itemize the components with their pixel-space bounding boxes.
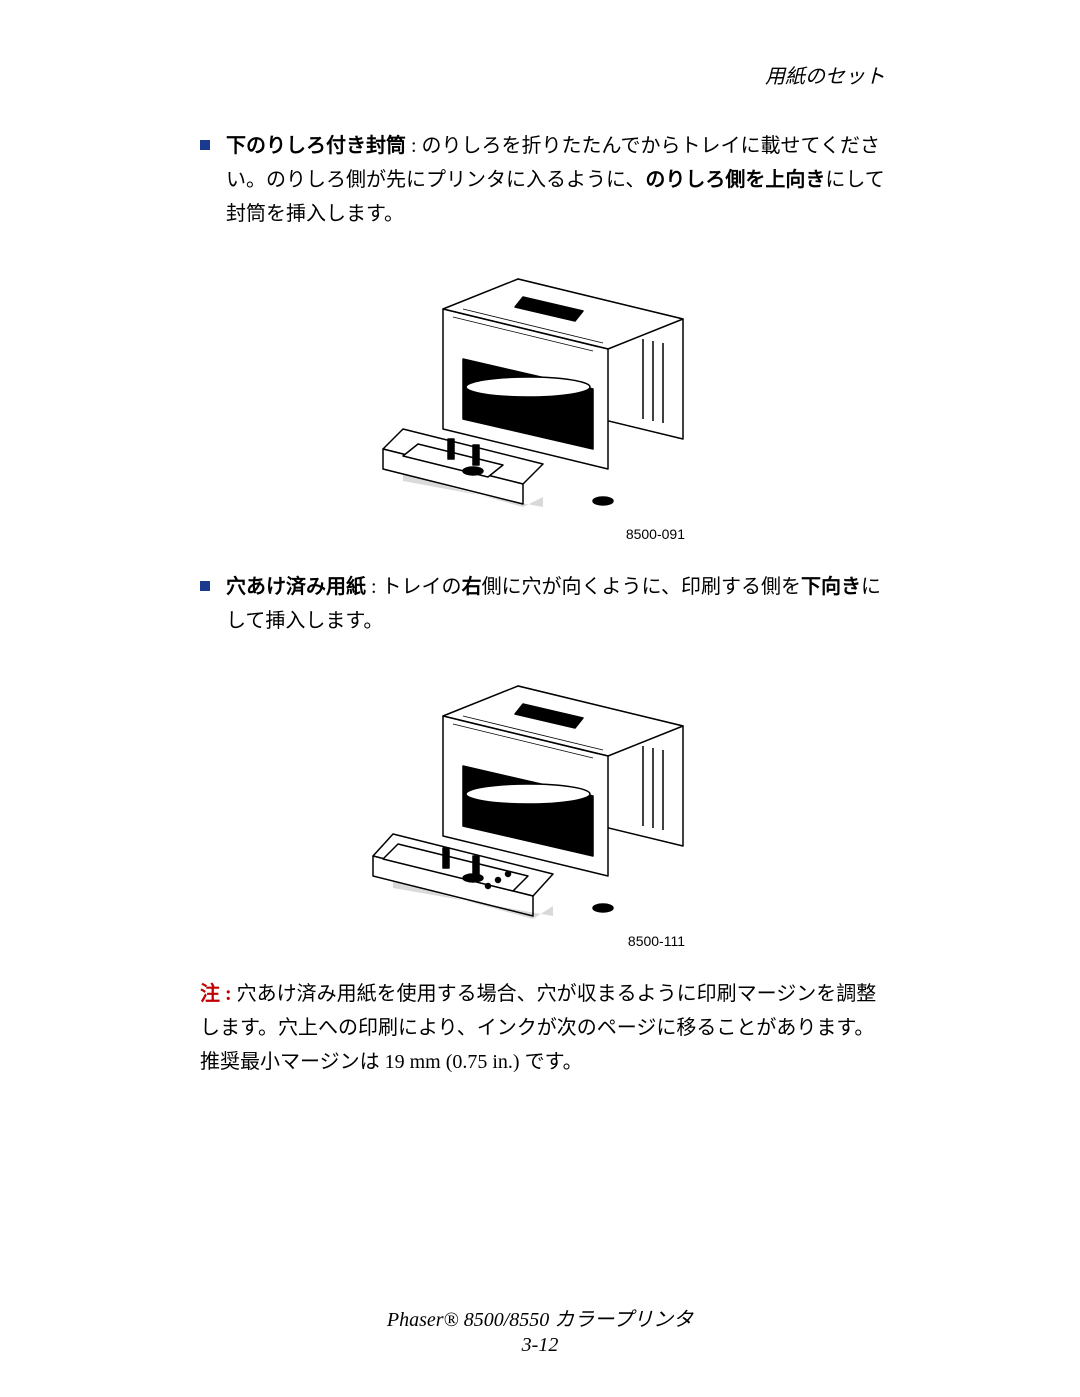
bullet-text-1: : トレイの xyxy=(366,576,462,598)
page-footer: Phaser® 8500/8550 カラープリンタ 3-12 xyxy=(0,1303,1080,1357)
figure-id-1: 8500-091 xyxy=(200,526,885,542)
bullet-mid-bold-2: 下向き xyxy=(801,576,861,598)
bullet-lead-bold: 穴あけ済み用紙 xyxy=(226,576,366,598)
bullet-mid-bold-1: 右 xyxy=(462,576,482,598)
bullet-icon xyxy=(200,581,210,591)
note-label: 注 : xyxy=(200,983,237,1005)
bullet-text-2: 側に穴が向くように、印刷する側を xyxy=(482,576,801,598)
figure-id-2: 8500-111 xyxy=(200,933,885,949)
bullet-text: 下のりしろ付き封筒 : のりしろを折りたたんでからトレイに載せてください。のりし… xyxy=(226,129,885,231)
bullet-text: 穴あけ済み用紙 : トレイの右側に穴が向くように、印刷する側を下向きにして挿入し… xyxy=(226,570,885,638)
footer-page-number: 3-12 xyxy=(0,1334,1080,1357)
section-title: 用紙のセット xyxy=(200,60,885,89)
figure-2 xyxy=(200,656,885,931)
footer-product: Phaser® 8500/8550 カラープリンタ xyxy=(0,1303,1080,1332)
figure-1 xyxy=(200,249,885,524)
bullet-item: 穴あけ済み用紙 : トレイの右側に穴が向くように、印刷する側を下向きにして挿入し… xyxy=(200,570,885,638)
bullet-lead-bold: 下のりしろ付き封筒 xyxy=(226,135,406,157)
note-text: 穴あけ済み用紙を使用する場合、穴が収まるように印刷マージンを調整します。穴上への… xyxy=(200,983,876,1073)
bullet-icon xyxy=(200,140,210,150)
note-block: 注 : 穴あけ済み用紙を使用する場合、穴が収まるように印刷マージンを調整します。… xyxy=(200,977,885,1079)
printer-illustration-2 xyxy=(343,656,743,926)
bullet-mid-bold: のりしろ側を上向き xyxy=(645,169,825,191)
printer-illustration-1 xyxy=(343,249,743,519)
bullet-item: 下のりしろ付き封筒 : のりしろを折りたたんでからトレイに載せてください。のりし… xyxy=(200,129,885,231)
